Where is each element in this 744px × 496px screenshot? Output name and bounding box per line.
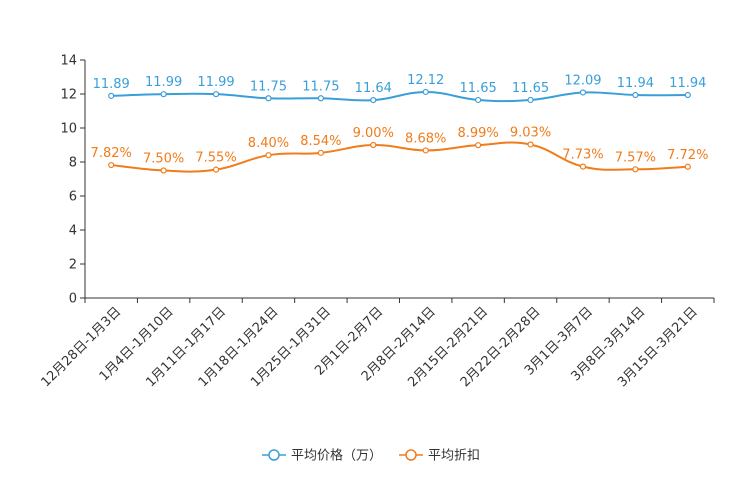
- legend-swatch-marker: [268, 449, 280, 461]
- data-label: 11.65: [460, 81, 497, 96]
- data-point: [370, 141, 377, 149]
- data-label: 11.99: [145, 75, 182, 90]
- data-label: 7.57%: [615, 150, 656, 165]
- data-label: 7.55%: [195, 151, 236, 166]
- y-tick-label: 2: [69, 258, 77, 273]
- data-point: [684, 91, 691, 99]
- y-tick-label: 8: [69, 156, 77, 171]
- data-label: 9.00%: [353, 126, 394, 141]
- y-tick-label: 10: [60, 122, 77, 137]
- data-label: 11.94: [617, 76, 654, 91]
- x-axis: 12月28日-1月3日1月4日-1月10日1月11日-1月17日1月18日-1月…: [38, 297, 715, 390]
- data-point: [108, 92, 115, 99]
- data-label: 11.89: [93, 77, 130, 92]
- y-tick-label: 6: [69, 190, 77, 205]
- legend: 平均价格（万） 平均折扣: [262, 448, 480, 464]
- data-label: 8.54%: [300, 134, 341, 149]
- legend-label: 平均折扣: [428, 449, 480, 464]
- y-tick-label: 14: [60, 54, 77, 69]
- data-point: [475, 142, 482, 149]
- y-tick-label: 0: [69, 292, 77, 307]
- data-point: [212, 166, 220, 173]
- data-point: [475, 96, 482, 104]
- series-layer: [108, 88, 691, 174]
- data-label: 11.94: [669, 76, 706, 91]
- data-label: 12.09: [564, 73, 601, 88]
- data-point: [160, 167, 167, 174]
- legend-label: 平均价格（万）: [291, 448, 382, 464]
- data-label: 9.03%: [510, 125, 551, 140]
- series-line-0: [111, 90, 688, 103]
- data-point: [527, 141, 534, 148]
- data-label: 7.82%: [91, 146, 132, 161]
- data-point: [579, 163, 587, 170]
- data-label: 7.72%: [667, 148, 708, 163]
- data-label: 11.75: [302, 79, 339, 94]
- data-point: [265, 95, 272, 102]
- data-point: [317, 95, 324, 102]
- data-point: [632, 91, 639, 99]
- data-point: [579, 89, 587, 96]
- data-label: 11.65: [512, 81, 549, 96]
- data-point: [317, 149, 324, 156]
- data-label: 8.68%: [405, 131, 446, 146]
- data-label: 8.40%: [248, 136, 289, 151]
- data-point: [422, 147, 429, 154]
- data-label: 7.73%: [562, 148, 603, 163]
- data-labels: 11.89 11.99 11.99 11.75 11.75 11.64 12.12 11.65…: [91, 73, 709, 167]
- data-point: [422, 88, 429, 96]
- data-point: [160, 91, 167, 98]
- y-tick-label: 4: [69, 224, 77, 239]
- data-point: [370, 97, 377, 104]
- data-point: [265, 152, 272, 159]
- data-point: [108, 161, 115, 169]
- series-line-1: [111, 141, 688, 173]
- data-label: 7.50%: [143, 152, 184, 167]
- y-axis: 0 2 4 6 8 10 12 14: [60, 54, 86, 307]
- legend-item-0: 平均价格（万）: [262, 448, 382, 464]
- data-label: 11.64: [355, 81, 392, 96]
- data-point: [527, 96, 534, 104]
- data-label: 11.99: [197, 75, 234, 90]
- y-tick-label: 12: [60, 88, 77, 103]
- data-label: 8.99%: [457, 126, 498, 141]
- data-label: 12.12: [407, 73, 444, 88]
- data-point: [212, 91, 220, 98]
- data-point: [632, 166, 639, 173]
- legend-item-1: 平均折扣: [399, 449, 480, 464]
- legend-swatch-marker: [405, 449, 417, 461]
- data-label: 11.75: [250, 79, 287, 94]
- data-point: [684, 163, 691, 170]
